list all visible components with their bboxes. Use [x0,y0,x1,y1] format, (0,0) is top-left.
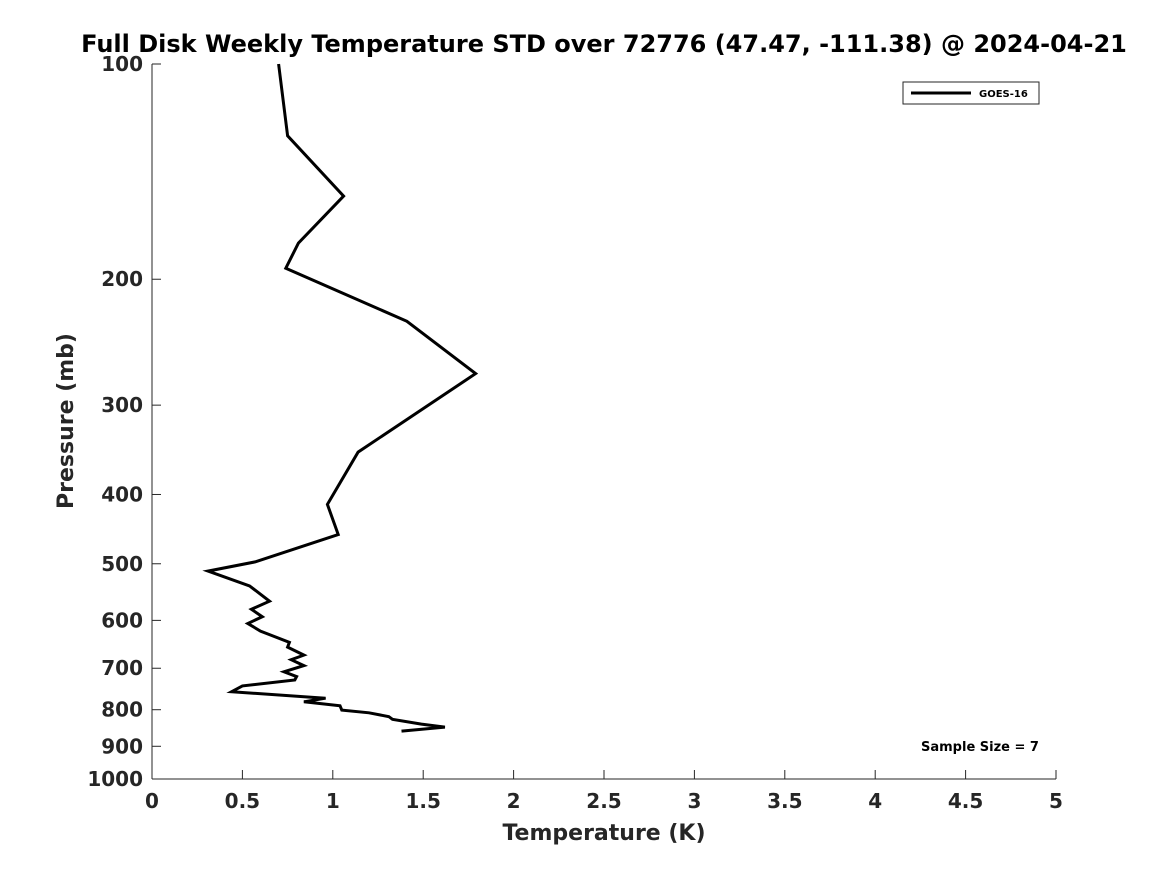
x-tick-label: 0 [145,789,159,813]
y-tick-label: 600 [101,608,143,632]
x-tick-label: 5 [1049,789,1063,813]
x-tick-label: 1.5 [405,789,440,813]
x-tick-label: 0.5 [225,789,260,813]
y-tick-label: 300 [101,393,143,417]
x-axis-label: Temperature (K) [502,821,705,846]
y-tick-label: 400 [101,482,143,506]
x-tick-label: 3.5 [767,789,802,813]
x-tick-label: 2 [507,789,521,813]
series-line-goes-16 [202,63,479,733]
y-axis-label: Pressure (mb) [54,333,79,509]
chart-title: Full Disk Weekly Temperature STD over 72… [81,30,1127,58]
y-ticks: 100 200 300 400 500 600 700 800 900 1000 [87,52,161,791]
y-tick-label: 500 [101,552,143,576]
plot-area [152,64,1056,779]
y-tick-label: 1000 [87,767,143,791]
legend: GOES-16 [902,81,1040,105]
x-tick-label: 2.5 [586,789,621,813]
x-tick-label: 4 [868,789,882,813]
x-ticks: 0 0.5 1 1.5 2 2.5 3 3.5 4 4.5 5 [145,770,1063,813]
x-tick-label: 3 [687,789,701,813]
legend-label-goes-16: GOES-16 [979,89,1028,100]
y-tick-label: 200 [101,267,143,291]
series-group [202,63,479,733]
y-tick-label: 100 [101,52,143,76]
x-tick-label: 4.5 [948,789,983,813]
y-tick-label: 700 [101,656,143,680]
y-tick-label: 800 [101,698,143,722]
x-tick-label: 1 [326,789,340,813]
sample-size-annotation: Sample Size = 7 [921,740,1039,755]
y-tick-label: 900 [101,734,143,758]
